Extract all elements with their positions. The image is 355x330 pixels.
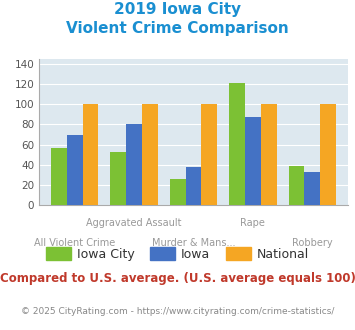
- Bar: [245, 117, 261, 205]
- Bar: [67, 135, 83, 205]
- Bar: [83, 105, 98, 205]
- Text: Violent Crime Comparison: Violent Crime Comparison: [66, 21, 289, 36]
- Bar: [289, 166, 304, 205]
- Text: All Violent Crime: All Violent Crime: [34, 238, 115, 248]
- Legend: Iowa City, Iowa, National: Iowa City, Iowa, National: [41, 242, 314, 266]
- Bar: [186, 167, 201, 205]
- Text: Aggravated Assault: Aggravated Assault: [86, 218, 182, 228]
- Text: Compared to U.S. average. (U.S. average equals 100): Compared to U.S. average. (U.S. average …: [0, 272, 355, 285]
- Bar: [170, 179, 186, 205]
- Bar: [142, 105, 158, 205]
- Bar: [261, 105, 277, 205]
- Bar: [51, 148, 67, 205]
- Bar: [201, 105, 217, 205]
- Text: Murder & Mans...: Murder & Mans...: [152, 238, 235, 248]
- Bar: [304, 172, 320, 205]
- Bar: [320, 105, 336, 205]
- Text: Rape: Rape: [240, 218, 265, 228]
- Text: 2019 Iowa City: 2019 Iowa City: [114, 2, 241, 16]
- Bar: [229, 83, 245, 205]
- Text: Robbery: Robbery: [292, 238, 333, 248]
- Bar: [126, 124, 142, 205]
- Text: © 2025 CityRating.com - https://www.cityrating.com/crime-statistics/: © 2025 CityRating.com - https://www.city…: [21, 307, 334, 316]
- Bar: [110, 151, 126, 205]
